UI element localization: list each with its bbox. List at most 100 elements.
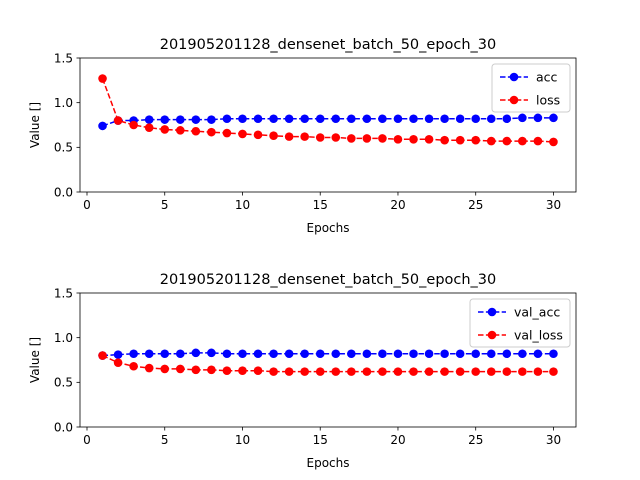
data-point-val-acc [455,349,465,359]
data-point-acc [409,114,418,124]
data-point-acc [98,121,107,131]
x-tick-label: 10 [235,198,250,212]
data-point-loss [207,127,216,137]
data-point-val-loss [455,367,465,376]
data-point-acc [222,114,232,124]
y-tick-label: 0.0 [54,185,73,199]
data-point-loss [533,136,543,146]
y-axis-label: Value [] [28,102,42,148]
data-point-val-acc [502,349,512,359]
data-point-val-acc [300,349,309,359]
y-axis-label: Value [] [28,337,42,383]
x-tick-label: 10 [235,433,250,447]
data-point-val-loss [238,366,247,376]
chart-legend: acc loss [491,63,571,113]
data-point-val-acc [533,349,543,359]
data-point-val-acc [549,349,558,359]
data-point-val-loss [284,367,294,376]
data-point-val-acc [378,349,387,359]
data-point-val-acc [471,349,481,359]
x-tick-label: 30 [546,198,561,212]
data-point-val-loss [362,367,372,376]
data-point-val-loss [424,367,434,376]
y-tick-label: 1.5 [54,51,73,65]
data-point-val-acc [315,349,325,359]
x-tick-label: 25 [468,198,483,212]
data-point-val-acc [253,349,263,359]
data-point-loss [191,126,201,136]
data-point-val-loss [518,367,527,376]
data-point-val-loss [347,367,356,376]
data-point-val-loss [160,364,170,374]
data-point-val-loss [175,364,185,374]
data-point-val-loss [300,367,309,376]
data-point-acc [315,114,325,124]
data-point-val-acc [207,348,216,358]
data-point-loss [471,135,481,145]
data-point-acc [160,115,170,124]
data-point-acc [502,114,512,124]
x-tick-label: 15 [313,433,328,447]
data-point-loss [378,134,387,143]
data-point-val-acc [175,349,185,359]
data-point-val-loss [315,367,325,376]
data-point-loss [549,137,558,147]
data-point-acc [284,114,294,124]
data-point-acc [424,114,434,124]
data-point-val-loss [486,367,496,376]
data-point-loss [160,125,170,134]
data-point-val-acc [393,349,403,359]
data-point-loss [455,135,465,145]
data-point-acc [533,113,543,123]
data-point-loss [98,74,107,83]
data-point-loss [362,134,372,143]
data-point-val-loss [191,365,201,375]
data-point-loss [238,129,247,139]
data-point-val-acc [113,350,123,359]
x-tick-label: 15 [313,198,328,212]
x-tick-label: 30 [546,433,561,447]
data-point-acc [253,114,263,124]
x-tick-label: 0 [83,198,91,212]
x-axis-label: Epochs [307,221,350,235]
x-tick-label: 20 [390,198,405,212]
data-point-acc [549,113,558,123]
data-point-val-loss [129,361,138,371]
data-point-val-acc [269,349,278,359]
data-point-loss [175,126,185,135]
data-point-val-loss [144,363,154,373]
data-point-loss [284,132,294,141]
data-point-loss [393,134,403,144]
data-point-val-acc [331,349,341,359]
data-point-loss [424,134,434,144]
data-point-loss [409,134,418,144]
data-point-acc [331,114,341,124]
data-point-acc [238,114,247,124]
data-point-loss [331,133,341,142]
data-point-val-loss [393,367,403,376]
data-point-loss [315,133,325,142]
y-tick-label: 1.0 [54,331,73,345]
validation-metrics-panel: 201905201128_densenet_batch_50_epoch_30 0… [28,272,577,470]
data-point-val-loss [207,365,216,375]
y-tick-label: 1.5 [54,286,73,300]
data-point-val-loss [533,367,543,376]
data-point-loss [269,131,278,141]
legend-label-val-acc: val_acc [514,305,560,320]
y-tick-label: 0.0 [54,420,73,434]
data-point-val-acc [222,349,232,359]
data-point-val-acc [518,349,527,359]
plot-area-frame [79,57,577,193]
chart-title: 201905201128_densenet_batch_50_epoch_30 [160,272,497,288]
data-point-loss [222,128,232,138]
data-point-val-acc [191,348,201,358]
data-point-val-acc [129,349,138,359]
data-point-val-acc [284,349,294,359]
y-tick-label: 1.0 [54,96,73,110]
data-point-val-acc [362,349,372,359]
data-point-acc [486,114,496,124]
data-point-val-loss [253,366,263,376]
training-metrics-panel: 201905201128_densenet_batch_50_epoch_30 0… [28,37,577,235]
data-point-acc [393,114,403,124]
